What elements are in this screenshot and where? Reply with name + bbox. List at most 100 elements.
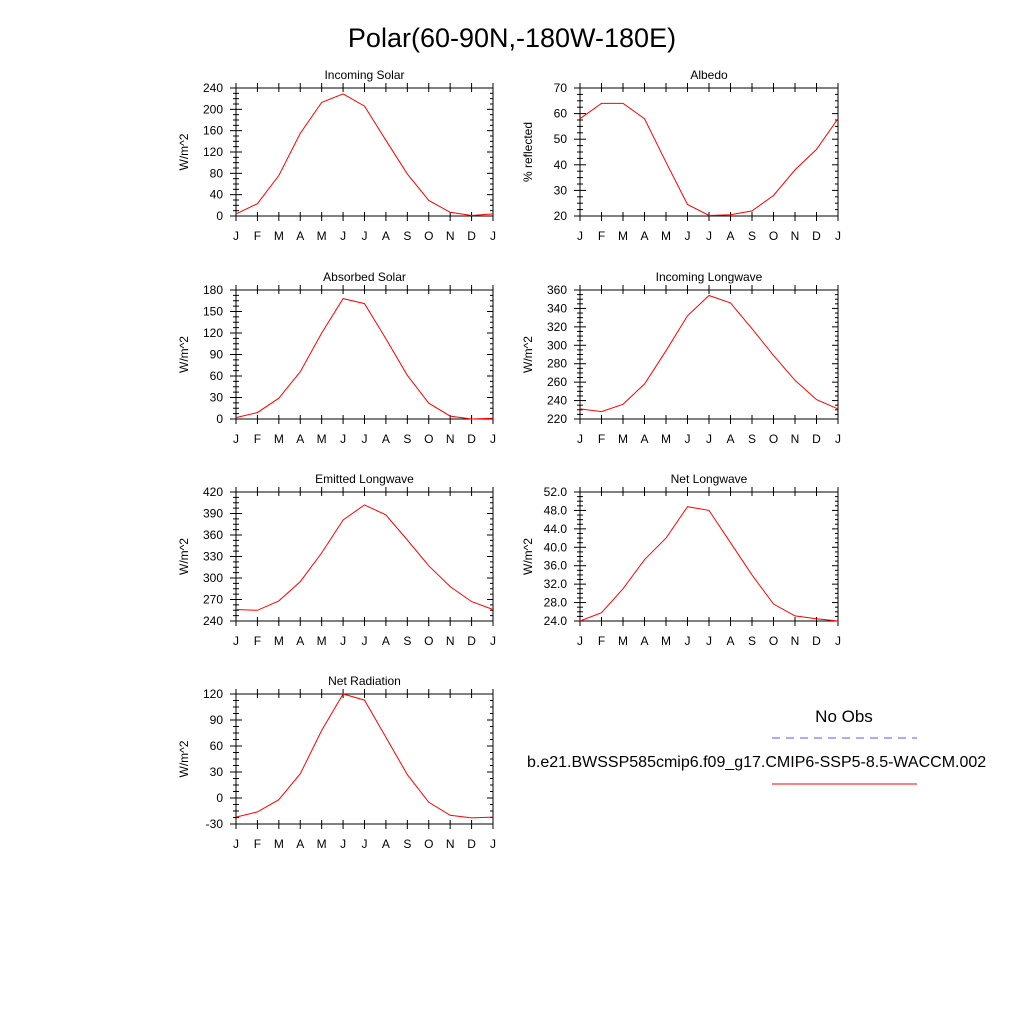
x-tick-label: M: [274, 837, 284, 851]
x-tick-label: J: [706, 432, 712, 446]
x-tick-label: M: [661, 634, 671, 648]
x-tick-label: A: [726, 229, 734, 243]
y-tick-label: 40.0: [544, 540, 568, 554]
x-tick-label: J: [685, 229, 691, 243]
x-tick-label: S: [403, 634, 411, 648]
plot-frame: [579, 491, 839, 622]
y-tick-label: 30: [210, 391, 224, 405]
x-tick-label: J: [835, 432, 841, 446]
x-tick-label: M: [274, 432, 284, 446]
y-tick-label: 120: [203, 145, 223, 159]
x-tick-label: J: [577, 432, 583, 446]
y-tick-label: 0: [216, 791, 223, 805]
y-tick-label: 180: [203, 283, 223, 297]
x-tick-label: F: [598, 229, 605, 243]
x-tick-label: M: [274, 229, 284, 243]
y-tick-label: 50: [554, 132, 568, 146]
y-tick-label: 150: [203, 305, 223, 319]
x-tick-label: O: [424, 432, 433, 446]
y-axis-label: W/m^2: [177, 538, 191, 575]
series-line-0: [235, 504, 494, 611]
x-tick-label: M: [274, 634, 284, 648]
x-tick-label: A: [640, 634, 648, 648]
y-tick-label: 40: [210, 188, 224, 202]
y-tick-label: 280: [547, 357, 567, 371]
x-tick-label: A: [296, 229, 304, 243]
x-tick-label: J: [362, 634, 368, 648]
x-tick-label: F: [254, 634, 261, 648]
y-tick-label: 120: [203, 687, 223, 701]
x-tick-label: O: [424, 229, 433, 243]
y-tick-label: 200: [203, 102, 223, 116]
x-tick-label: J: [685, 432, 691, 446]
y-tick-label: 320: [547, 320, 567, 334]
x-tick-label: M: [618, 634, 628, 648]
x-tick-label: S: [403, 229, 411, 243]
y-tick-label: 30: [210, 765, 224, 779]
x-tick-label: N: [791, 229, 800, 243]
series-line-0: [235, 298, 494, 420]
x-tick-label: M: [317, 634, 327, 648]
x-tick-label: M: [317, 837, 327, 851]
series-line-0: [579, 294, 839, 413]
x-tick-label: J: [490, 432, 496, 446]
y-tick-label: 260: [547, 375, 567, 389]
x-tick-label: A: [726, 634, 734, 648]
x-tick-label: N: [446, 229, 455, 243]
x-tick-label: F: [254, 432, 261, 446]
series-line-0: [235, 93, 494, 217]
x-tick-label: S: [748, 432, 756, 446]
y-tick-label: 60: [210, 369, 224, 383]
x-tick-label: F: [598, 432, 605, 446]
x-tick-label: J: [706, 229, 712, 243]
x-tick-label: S: [403, 837, 411, 851]
x-tick-label: O: [424, 837, 433, 851]
x-tick-label: M: [618, 229, 628, 243]
x-tick-label: O: [769, 432, 778, 446]
legend: No Obs b.e21.BWSSP585cmip6.f09_g17.CMIP6…: [527, 707, 986, 785]
y-tick-label: 24.0: [544, 614, 568, 628]
series-line-0: [579, 102, 839, 217]
y-tick-label: 420: [203, 485, 223, 499]
x-tick-label: J: [340, 229, 346, 243]
x-tick-label: J: [835, 229, 841, 243]
x-tick-label: A: [382, 634, 390, 648]
panel-3: Incoming Longwave W/m^2 220 240 260 280 300 320…: [521, 270, 841, 446]
x-tick-label: F: [254, 229, 261, 243]
x-tick-label: J: [490, 229, 496, 243]
y-tick-label: 360: [547, 283, 567, 297]
y-tick-label: 360: [203, 528, 223, 542]
y-tick-label: 240: [203, 81, 223, 95]
x-tick-label: J: [362, 229, 368, 243]
y-tick-label: -30: [206, 817, 224, 831]
x-tick-label: J: [490, 837, 496, 851]
y-tick-label: 120: [203, 326, 223, 340]
y-tick-label: 30: [554, 183, 568, 197]
x-tick-label: J: [362, 432, 368, 446]
y-tick-label: 60: [210, 739, 224, 753]
x-tick-label: A: [382, 432, 390, 446]
y-tick-label: 60: [554, 107, 568, 121]
y-tick-label: 40: [554, 158, 568, 172]
x-tick-label: J: [233, 432, 239, 446]
y-tick-label: 270: [203, 593, 223, 607]
y-tick-label: 160: [203, 124, 223, 138]
y-tick-label: 44.0: [544, 522, 568, 536]
panel-title: Incoming Longwave: [656, 270, 763, 284]
x-tick-label: J: [340, 634, 346, 648]
x-tick-label: S: [403, 432, 411, 446]
y-tick-label: 90: [210, 348, 224, 362]
y-tick-label: 240: [547, 394, 567, 408]
x-tick-label: A: [382, 229, 390, 243]
series-line-0: [235, 693, 494, 819]
x-tick-label: M: [661, 229, 671, 243]
x-tick-label: A: [640, 432, 648, 446]
y-tick-label: 80: [210, 166, 224, 180]
x-tick-label: J: [685, 634, 691, 648]
x-tick-label: J: [233, 837, 239, 851]
panel-title: Net Longwave: [671, 472, 748, 486]
x-tick-label: N: [446, 837, 455, 851]
y-axis-label: W/m^2: [177, 133, 191, 170]
